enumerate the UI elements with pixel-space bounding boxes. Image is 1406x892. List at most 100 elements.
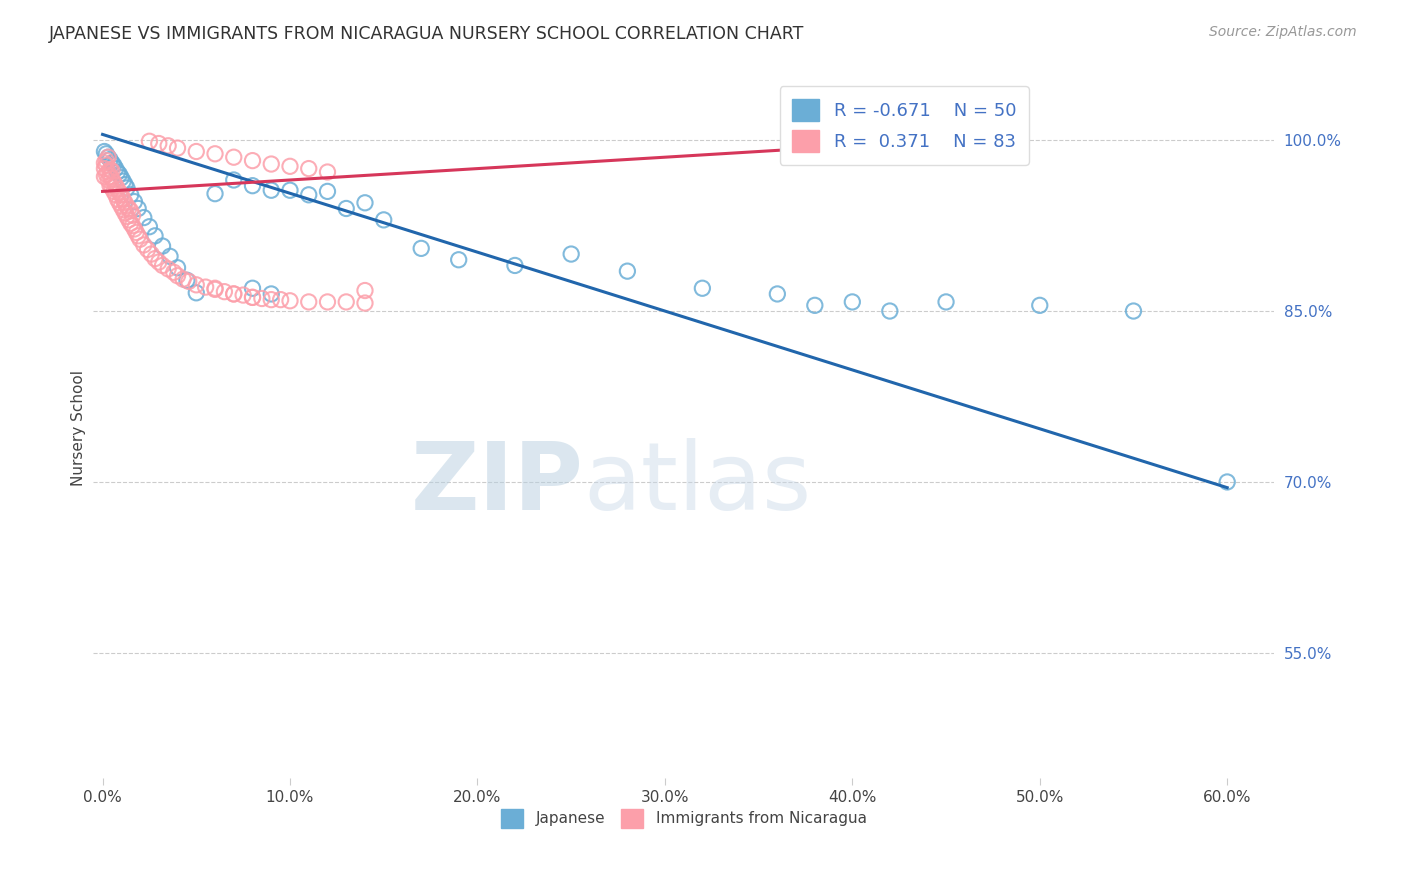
Point xyxy=(93,156,115,170)
Point xyxy=(110,199,132,213)
Point xyxy=(136,243,159,257)
Point xyxy=(121,208,143,222)
Point xyxy=(107,182,129,196)
Y-axis label: Nursery School: Nursery School xyxy=(72,370,86,486)
Point xyxy=(118,202,141,216)
Point xyxy=(298,294,321,309)
Point xyxy=(96,153,118,168)
Point xyxy=(112,202,135,217)
Point xyxy=(110,170,132,185)
Point xyxy=(98,153,121,167)
Point xyxy=(97,150,120,164)
Point xyxy=(114,195,136,210)
Point xyxy=(98,169,121,184)
Point xyxy=(222,287,245,301)
Point xyxy=(96,167,118,181)
Point xyxy=(560,247,582,261)
Point xyxy=(766,287,789,301)
Point xyxy=(354,296,377,310)
Point xyxy=(935,294,957,309)
Point xyxy=(96,146,118,161)
Point xyxy=(503,259,526,273)
Point xyxy=(115,199,138,213)
Point xyxy=(447,252,470,267)
Point xyxy=(132,238,155,252)
Point xyxy=(157,138,180,153)
Point xyxy=(101,172,124,186)
Point xyxy=(316,165,339,179)
Point xyxy=(96,158,118,172)
Point xyxy=(104,161,127,176)
Point xyxy=(115,181,138,195)
Point xyxy=(1122,304,1144,318)
Point xyxy=(108,186,131,200)
Point xyxy=(260,293,283,307)
Point xyxy=(125,226,148,240)
Point xyxy=(112,174,135,188)
Point xyxy=(120,216,142,230)
Point xyxy=(222,173,245,187)
Point xyxy=(222,287,245,301)
Point xyxy=(616,264,638,278)
Point xyxy=(278,159,301,173)
Point xyxy=(103,185,125,199)
Point xyxy=(335,294,357,309)
Point xyxy=(103,158,125,172)
Point xyxy=(143,252,166,266)
Point xyxy=(101,164,124,178)
Point xyxy=(159,249,181,263)
Point xyxy=(104,178,127,193)
Point xyxy=(242,153,264,168)
Point xyxy=(298,161,321,176)
Point xyxy=(107,193,129,207)
Point xyxy=(127,228,149,243)
Point xyxy=(143,228,166,243)
Point xyxy=(127,202,149,216)
Point xyxy=(176,273,198,287)
Point xyxy=(138,134,160,148)
Point xyxy=(97,165,120,179)
Point xyxy=(250,292,273,306)
Point xyxy=(232,288,254,302)
Point xyxy=(152,259,174,273)
Point xyxy=(163,265,186,279)
Point xyxy=(879,304,901,318)
Point xyxy=(114,178,136,192)
Point xyxy=(166,260,188,275)
Point xyxy=(104,187,127,202)
Point xyxy=(148,136,170,151)
Point xyxy=(242,281,264,295)
Point xyxy=(166,141,188,155)
Point xyxy=(120,187,142,202)
Point xyxy=(804,298,827,312)
Text: JAPANESE VS IMMIGRANTS FROM NICARAGUA NURSERY SCHOOL CORRELATION CHART: JAPANESE VS IMMIGRANTS FROM NICARAGUA NU… xyxy=(49,25,804,43)
Point xyxy=(166,268,188,283)
Point xyxy=(692,281,714,295)
Point xyxy=(204,186,226,201)
Point xyxy=(260,157,283,171)
Point xyxy=(114,206,136,220)
Point xyxy=(132,211,155,225)
Point xyxy=(107,165,129,179)
Point xyxy=(278,183,301,197)
Point xyxy=(354,284,377,298)
Point xyxy=(354,195,377,210)
Point xyxy=(242,290,264,304)
Point xyxy=(1029,298,1052,312)
Point xyxy=(97,173,120,187)
Point xyxy=(157,261,180,276)
Point xyxy=(204,146,226,161)
Point xyxy=(124,194,146,209)
Text: atlas: atlas xyxy=(583,438,811,530)
Point xyxy=(110,187,132,202)
Point xyxy=(411,241,433,255)
Point xyxy=(204,282,226,296)
Point xyxy=(316,294,339,309)
Point xyxy=(260,287,283,301)
Point xyxy=(98,178,121,193)
Point xyxy=(841,294,863,309)
Point xyxy=(124,222,146,236)
Point xyxy=(112,193,135,207)
Point xyxy=(316,185,339,199)
Point xyxy=(298,187,321,202)
